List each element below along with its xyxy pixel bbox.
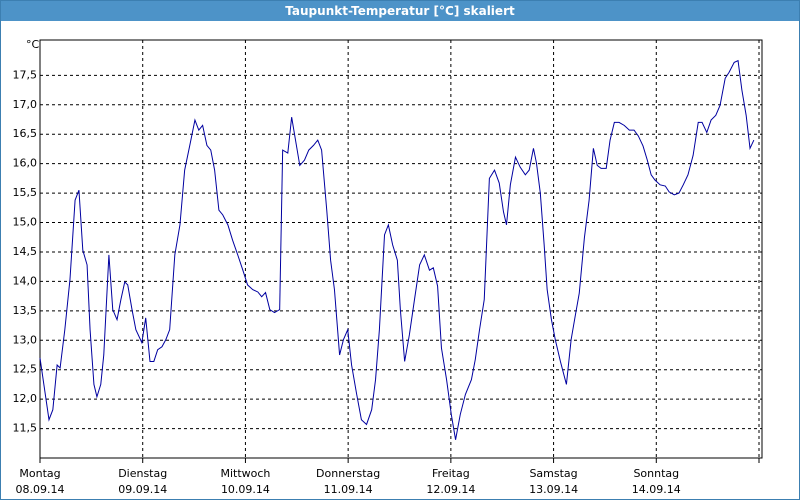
- x-tick-label: Dienstag: [118, 467, 167, 480]
- x-tick-label: Donnerstag: [316, 467, 380, 480]
- y-tick-label: 17,0: [13, 98, 38, 111]
- y-tick-label: 17,5: [13, 68, 38, 81]
- x-tick-date: 10.09.14: [221, 483, 270, 496]
- y-tick-label: 12,0: [13, 392, 38, 405]
- x-tick-date: 13.09.14: [529, 483, 578, 496]
- plot-frame: [39, 39, 763, 459]
- data-line: [39, 59, 755, 440]
- x-tick-date: 09.09.14: [118, 483, 167, 496]
- title-bar: Taupunkt-Temperatur [°C] skaliert: [1, 1, 799, 21]
- x-tick-date: 14.09.14: [632, 483, 681, 496]
- x-tick-date: 12.09.14: [426, 483, 475, 496]
- x-tick-label: Sonntag: [633, 467, 679, 480]
- y-tick-label: 14,0: [13, 274, 38, 287]
- y-tick-label: 13,5: [13, 304, 38, 317]
- x-tick-date: 08.09.14: [16, 483, 65, 496]
- y-tick-label: 15,0: [13, 216, 38, 229]
- y-tick-label: 14,5: [13, 245, 38, 258]
- x-tick-label: Montag: [19, 467, 60, 480]
- x-tick-label: Freitag: [432, 467, 470, 480]
- y-tick-label: 13,0: [13, 333, 38, 346]
- x-tick-label: Mittwoch: [220, 467, 270, 480]
- x-tick-date: 11.09.14: [324, 483, 373, 496]
- y-tick-label: 12,5: [13, 363, 38, 376]
- y-tick-label: 16,0: [13, 157, 38, 170]
- x-tick-label: Samstag: [529, 467, 577, 480]
- y-tick-label: 16,5: [13, 127, 38, 140]
- y-unit: °C: [26, 38, 40, 51]
- y-tick-label: 11,5: [13, 422, 38, 435]
- y-tick-label: 15,5: [13, 186, 38, 199]
